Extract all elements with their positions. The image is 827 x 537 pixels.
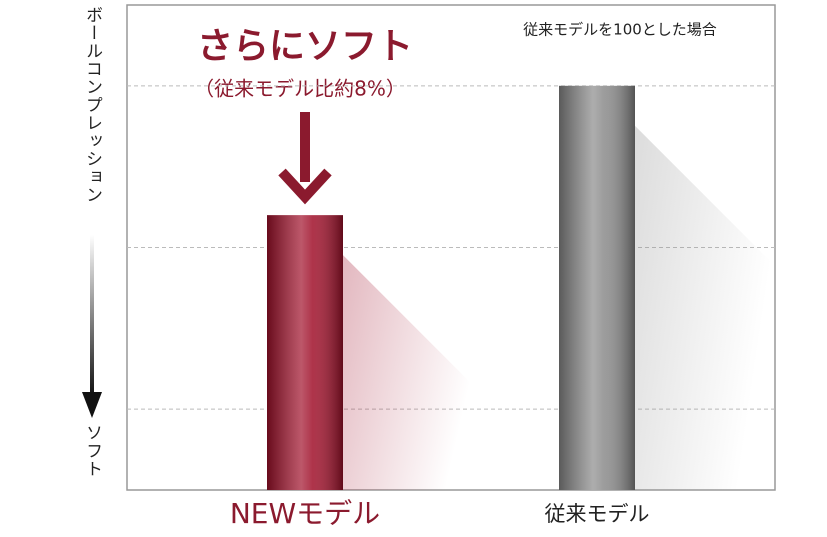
x-tick-label: 従来モデル xyxy=(545,502,650,526)
bar-shadow xyxy=(635,125,770,490)
x-tick-label: NEWモデル xyxy=(230,497,380,530)
axis-arrow-head xyxy=(82,392,102,418)
annotation: さらにソフト xyxy=(197,26,413,67)
bar-shading xyxy=(267,215,343,490)
y-label-bottom: ソフト xyxy=(82,424,102,478)
bar-shading xyxy=(559,85,635,490)
arrow-shaft xyxy=(300,112,310,182)
annotation-sub: （従来モデル比約8%） xyxy=(194,77,406,101)
bar-shadow xyxy=(343,255,478,490)
axis-arrow xyxy=(90,235,94,395)
y-label-top: ボールコンプレッション xyxy=(82,6,102,204)
note: 従来モデルを100とした場合 xyxy=(523,21,717,39)
arrow-head xyxy=(278,168,332,205)
